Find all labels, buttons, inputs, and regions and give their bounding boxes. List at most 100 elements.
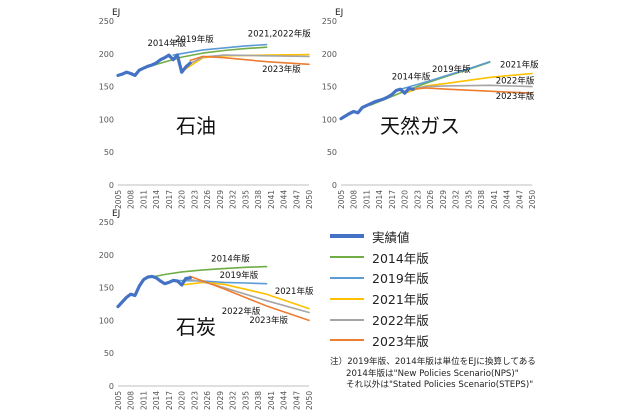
y-tick-label: 50 [327, 148, 337, 157]
x-tick-label: 2008 [127, 391, 136, 410]
x-tick-label: 2011 [139, 190, 148, 209]
y-tick-label: 0 [332, 181, 337, 190]
x-tick-label: 2047 [292, 190, 301, 209]
x-tick-label: 2050 [305, 391, 314, 410]
legend-item-2023: 2023年版 [330, 330, 630, 351]
annotation-label: 2014年版 [392, 71, 431, 82]
footnote-line-3: それ以外は"Stated Policies Scenario(STEPS)" [346, 380, 534, 390]
legend-label: 2022年版 [372, 313, 429, 329]
x-tick-label: 2044 [503, 190, 512, 209]
annotation-label: 2021年版 [275, 286, 314, 297]
y-tick-label: 150 [99, 284, 114, 293]
series-line-0 [339, 86, 415, 121]
y-tick-label: 250 [99, 218, 114, 227]
x-tick-label: 2026 [203, 391, 212, 410]
annotation-label: 2014年版 [211, 253, 250, 264]
x-tick-label: 2017 [388, 190, 397, 209]
legend-label: 2021年版 [372, 292, 429, 308]
x-tick-label: 2020 [178, 190, 187, 209]
y-tick-label: 100 [99, 115, 114, 124]
y-tick-label: 100 [99, 316, 114, 325]
legend-swatch-2019 [330, 276, 364, 279]
x-tick-label: 2008 [127, 190, 136, 209]
y-tick-label: 100 [322, 115, 337, 124]
y-axis-label: EJ [112, 8, 120, 18]
legend-label: 実績値 [372, 229, 410, 245]
annotation-label: 2023年版 [496, 91, 535, 102]
series-line-0 [116, 274, 192, 309]
x-tick-label: 2050 [528, 190, 537, 209]
footnote-line-1: 注）2019年版、2014年版は単位をEJに換算してある [330, 357, 536, 367]
series-line-0 [116, 53, 192, 78]
y-tick-label: 0 [109, 181, 114, 190]
y-tick-label: 50 [104, 148, 114, 157]
legend-item-2021: 2021年版 [330, 288, 630, 309]
annotation-label: 2019年版 [432, 64, 471, 75]
x-tick-label: 2014 [152, 391, 161, 410]
chart-title: 天然ガス [380, 114, 460, 138]
x-tick-label: 2047 [292, 391, 301, 410]
x-tick-label: 2020 [401, 190, 410, 209]
y-tick-label: 0 [109, 382, 114, 391]
x-tick-label: 2029 [439, 190, 448, 209]
annotation-label: 2019年版 [175, 34, 214, 45]
x-tick-label: 2044 [280, 391, 289, 410]
x-tick-label: 2017 [165, 391, 174, 410]
x-tick-label: 2005 [337, 190, 346, 209]
series-line-5 [189, 275, 310, 322]
footnote: 注）2019年版、2014年版は単位をEJに換算してある 2014年版は"New… [330, 357, 536, 392]
annotation-label: 2014年版 [147, 38, 186, 49]
y-axis-label: EJ [335, 8, 343, 18]
x-tick-label: 2038 [254, 190, 263, 209]
series-line-1 [369, 61, 491, 106]
y-tick-label: 200 [99, 50, 114, 59]
x-tick-label: 2032 [229, 391, 238, 410]
series-line-3 [180, 281, 310, 310]
x-tick-label: 2038 [477, 190, 486, 209]
x-tick-label: 2035 [241, 190, 250, 209]
x-tick-label: 2023 [190, 391, 199, 410]
y-tick-label: 200 [322, 50, 337, 59]
legend-item-2022: 2022年版 [330, 309, 630, 330]
x-tick-label: 2014 [375, 190, 384, 209]
legend-item-2014: 2014年版 [330, 247, 630, 268]
x-tick-label: 2038 [254, 391, 263, 410]
x-tick-label: 2041 [267, 190, 276, 209]
x-tick-label: 2026 [203, 190, 212, 209]
y-tick-label: 250 [99, 17, 114, 26]
legend-label: 2014年版 [372, 250, 429, 266]
x-tick-label: 2008 [350, 190, 359, 209]
annotation-label: 2021,2022年版 [248, 29, 311, 40]
x-tick-label: 2041 [490, 190, 499, 209]
x-tick-label: 2011 [139, 391, 148, 410]
series-line-1 [146, 265, 268, 279]
y-tick-label: 50 [104, 349, 114, 358]
x-tick-label: 2041 [267, 391, 276, 410]
series-line-4 [185, 54, 310, 67]
y-tick-label: 150 [322, 83, 337, 92]
annotation-label: 2023年版 [262, 64, 301, 75]
x-tick-label: 2029 [216, 190, 225, 209]
x-tick-label: 2020 [178, 391, 187, 410]
legend-swatch-2021 [330, 297, 364, 300]
x-tick-label: 2050 [305, 190, 314, 209]
chart-title: 石炭 [176, 315, 216, 339]
y-tick-label: 150 [99, 83, 114, 92]
x-tick-label: 2026 [426, 190, 435, 209]
x-tick-label: 2014 [152, 190, 161, 209]
x-tick-label: 2035 [464, 190, 473, 209]
y-axis-label: EJ [112, 209, 120, 219]
series-line-2 [395, 60, 491, 92]
x-tick-label: 2044 [280, 190, 289, 209]
series-line-4 [185, 278, 310, 314]
x-tick-label: 2023 [190, 190, 199, 209]
series-line-5 [412, 87, 533, 94]
x-tick-label: 2029 [216, 391, 225, 410]
legend-swatch-actual [330, 234, 364, 239]
legend-label: 2023年版 [372, 333, 429, 349]
legend-swatch-2014 [330, 256, 364, 259]
footnote-line-2: 2014年版は"New Policies Scenario(NPS)" [346, 368, 519, 379]
